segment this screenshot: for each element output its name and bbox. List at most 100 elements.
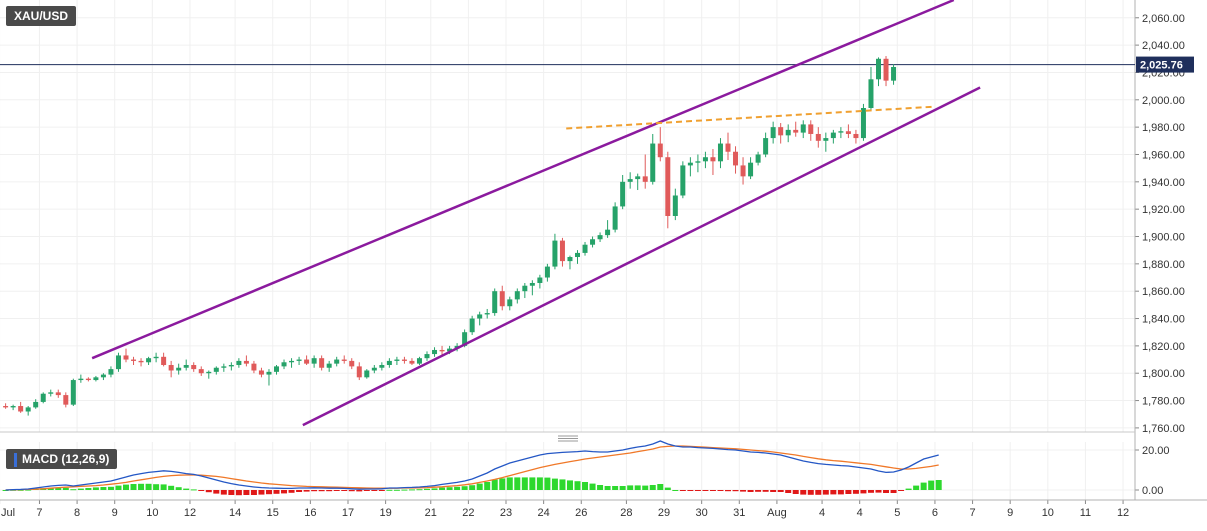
macd-histogram-bar	[333, 490, 340, 491]
candle-bullish	[537, 277, 543, 283]
candle-bullish	[876, 58, 881, 80]
candle-bearish	[138, 360, 144, 363]
x-tick-label: 8	[74, 507, 80, 519]
y-tick-label: 1,940.00	[1142, 177, 1185, 189]
macd-histogram-bar	[815, 490, 822, 495]
macd-histogram-bar	[123, 484, 129, 490]
macd-histogram-bar	[559, 479, 566, 490]
x-tick-label: 15	[267, 507, 279, 519]
candle-bullish	[605, 229, 611, 236]
last-price-label-bg	[1136, 56, 1194, 73]
trendline-upper-channel	[91, 0, 955, 360]
macd-histogram-bar	[484, 482, 491, 490]
x-tick-label: 12	[184, 507, 196, 519]
macd-histogram-bar	[514, 477, 521, 490]
x-tick-label: 31	[733, 507, 745, 519]
macd-title: MACD (12,26,9)	[22, 452, 110, 466]
candle-bullish	[785, 129, 791, 136]
macd-histogram-bar	[431, 488, 438, 490]
y-tick-label: 1,880.00	[1142, 259, 1185, 271]
candle-bearish	[191, 365, 197, 370]
macd-histogram-bar	[920, 482, 927, 490]
macd-histogram-bar	[446, 487, 453, 490]
candle-bearish	[793, 129, 799, 133]
macd-histogram-bar	[228, 490, 235, 495]
macd-histogram-bar	[62, 487, 69, 490]
candle-bullish	[860, 108, 866, 139]
x-tick-label: 16	[304, 507, 316, 519]
candle-bullish	[25, 407, 31, 412]
candle-bearish	[319, 358, 325, 368]
candle-bullish	[575, 252, 580, 258]
macd-histogram-bar	[168, 485, 175, 490]
candle-bullish	[108, 369, 114, 375]
candle-bullish	[687, 162, 693, 166]
candle-bullish	[78, 378, 84, 381]
candle-bearish	[349, 360, 355, 367]
macd-histogram-bar	[100, 487, 107, 490]
y-tick-label: 1,760.00	[1142, 423, 1185, 435]
macd-histogram-bar	[265, 490, 272, 495]
candle-bearish	[740, 165, 746, 177]
x-tick-label: 11	[1080, 507, 1091, 519]
x-tick-label: 19	[379, 507, 391, 519]
macd-histogram-bar	[898, 490, 905, 491]
x-tick-label: Jul	[1, 507, 15, 519]
candle-bullish	[48, 392, 54, 394]
y-tick-label: 1,780.00	[1142, 396, 1185, 408]
macd-histogram-bar	[454, 486, 461, 490]
macd-histogram-bar	[213, 490, 220, 494]
candle-bullish	[379, 365, 385, 368]
candle-bullish	[507, 299, 513, 307]
macd-histogram-bar	[822, 490, 829, 495]
macd-histogram-bar	[92, 487, 99, 490]
y-tick-label: 1,920.00	[1142, 204, 1185, 216]
candle-bullish	[635, 176, 641, 180]
macd-histogram-bar	[85, 488, 92, 490]
candle-bullish	[266, 371, 272, 375]
candle-bullish	[800, 124, 806, 133]
candle-bullish	[176, 367, 182, 371]
macd-histogram-bar	[160, 484, 167, 490]
candle-bullish	[213, 367, 219, 372]
macd-histogram-bar	[536, 477, 543, 490]
candle-bullish	[394, 359, 400, 361]
macd-histogram-bar	[875, 490, 882, 493]
x-tick-label: 9	[112, 507, 118, 519]
x-tick-label: 22	[462, 507, 474, 519]
macd-histogram-bar	[408, 489, 415, 491]
macd-histogram-bar	[250, 490, 257, 495]
macd-histogram-bar	[469, 485, 476, 490]
macd-histogram-bar	[499, 478, 506, 490]
candle-bullish	[274, 366, 279, 372]
macd-histogram-bar	[777, 490, 784, 492]
x-tick-label: 7	[36, 507, 42, 519]
macd-histogram-bar	[491, 479, 498, 490]
macd-histogram-bar	[378, 490, 385, 491]
x-tick-label: 9	[1007, 507, 1013, 519]
macd-indicator-badge[interactable]: MACD (12,26,9)	[6, 449, 118, 469]
x-tick-label: 24	[538, 507, 550, 519]
macd-histogram-bar	[198, 490, 205, 491]
x-tick-label: 4	[819, 507, 825, 519]
candle-bullish	[10, 406, 16, 408]
macd-histogram-bar	[55, 487, 62, 490]
macd-histogram-bar	[679, 490, 686, 491]
macd-histogram-bar	[732, 490, 739, 492]
candle-bullish	[364, 370, 370, 378]
candle-bullish	[529, 282, 535, 286]
x-tick-label: 12	[1117, 507, 1129, 519]
macd-histogram-bar	[830, 490, 837, 495]
macd-histogram-bar	[424, 488, 430, 490]
macd-histogram-bar	[762, 490, 769, 492]
macd-y-tick-label: 20.00	[1142, 445, 1170, 457]
macd-histogram-bar	[845, 490, 852, 494]
macd-histogram-bar	[627, 485, 634, 490]
macd-histogram-bar	[574, 481, 581, 490]
candle-bearish	[657, 143, 663, 158]
candle-bullish	[40, 393, 46, 402]
candle-bullish	[891, 66, 897, 81]
candle-bearish	[499, 291, 505, 307]
candle-bullish	[236, 360, 242, 366]
